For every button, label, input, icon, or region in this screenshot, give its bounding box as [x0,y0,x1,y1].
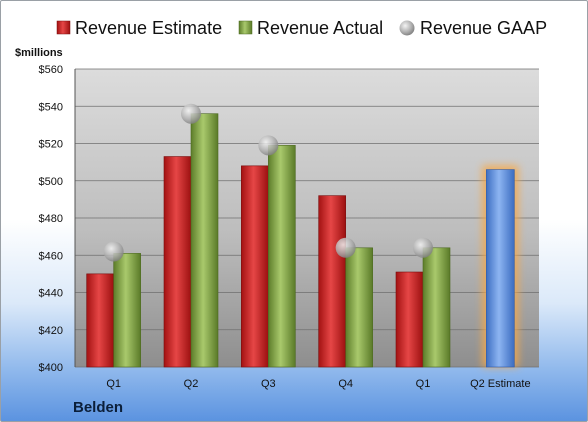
bar-revenue-estimate [395,271,424,368]
marker-revenue-gaap [258,135,279,156]
y-tick-label: $480 [39,213,63,225]
gaap-markers [103,103,433,262]
marker-revenue-gaap [103,241,124,262]
legend-swatch-gaap [399,20,415,36]
x-tick-label: Q1 [416,378,431,390]
legend-label-estimate: Revenue Estimate [75,18,222,38]
company-name: Belden [73,399,124,416]
y-tick-label: $400 [39,362,63,374]
y-tick-label: $560 [39,64,63,76]
x-axis-ticks: Q1 Q2 Q3 Q4 Q1 Q2 Estimate [106,378,530,390]
bar-future-estimate [486,169,515,368]
bar-revenue-actual [345,247,373,368]
bar-revenue-estimate [86,273,114,368]
marker-revenue-gaap [335,237,356,258]
legend-label-actual: Revenue Actual [257,18,383,38]
bar-revenue-actual [113,253,141,368]
x-tick-label: Q1 [106,378,121,390]
bar-revenue-actual [190,113,219,368]
legend-item-gaap: Revenue GAAP [399,18,547,38]
bars [86,113,519,368]
legend-swatch-estimate [56,20,71,35]
x-tick-label: Q4 [338,378,353,390]
y-axis-ticks: $400 $420 $440 $460 $480 $500 $520 $540 $560 [39,64,63,374]
marker-revenue-gaap [181,103,201,124]
x-tick-label: Q3 [261,378,276,390]
y-tick-label: $460 [39,250,63,262]
y-tick-label: $540 [39,101,63,113]
legend-item-actual: Revenue Actual [238,18,383,38]
legend-swatch-actual [238,20,253,35]
gridlines [74,68,539,368]
bar-revenue-estimate [241,165,269,368]
marker-revenue-gaap [413,237,433,258]
y-tick-label: $440 [39,288,63,300]
legend-item-estimate: Revenue Estimate [56,18,222,38]
x-tick-label: Q2 Estimate [470,378,531,390]
y-tick-label: $500 [39,176,63,188]
bar-revenue-actual [268,145,296,368]
y-axis-unit-label: $millions [15,47,63,59]
x-tick-label: Q2 [184,378,199,390]
y-tick-label: $420 [39,325,63,337]
y-tick-label: $520 [39,139,63,151]
legend-label-gaap: Revenue GAAP [420,18,547,38]
bar-revenue-estimate [163,156,192,368]
bar-revenue-estimate [318,195,346,368]
legend: Revenue Estimate Revenue Actual Revenue … [56,18,547,38]
bar-revenue-actual [422,247,451,368]
